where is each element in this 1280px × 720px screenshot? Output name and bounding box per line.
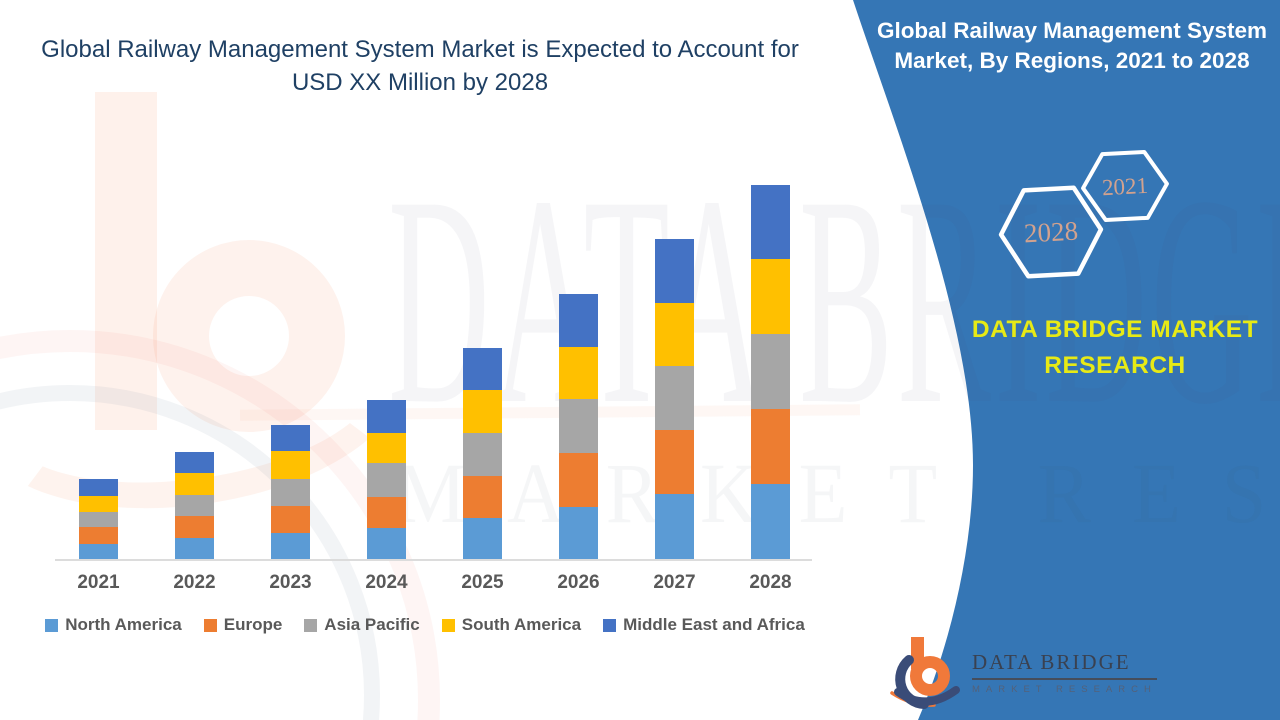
logo-subtitle: MARKET RESEARCH <box>972 683 1157 695</box>
bar-segment-north-america <box>175 538 214 560</box>
bar-segment-north-america <box>367 527 406 560</box>
legend-swatch-icon <box>203 618 217 632</box>
bar-segment-europe <box>367 496 406 528</box>
bar-segment-middle-east-and-africa <box>655 239 694 303</box>
bar-segment-europe <box>79 527 118 544</box>
legend-item-south-america: South America <box>441 615 582 635</box>
hexagon-start-year-label: 2021 <box>1101 173 1148 200</box>
data-bridge-logo-icon <box>890 637 960 709</box>
bar-segment-north-america <box>271 532 310 560</box>
bar-segment-europe <box>271 505 310 533</box>
legend-item-asia-pacific: Asia Pacific <box>304 615 420 635</box>
bar-segment-south-america <box>79 495 118 512</box>
legend-swatch-icon <box>45 618 59 632</box>
bar-plot: 2021 2022 2023 2024 2025 2026 2027 2028 <box>77 185 792 593</box>
hexagon-2028-icon: 2028 <box>998 185 1104 279</box>
legend-label: South America <box>461 615 582 634</box>
legend-swatch-icon <box>304 618 318 632</box>
panel-title: Global Railway Management System Market,… <box>876 18 1268 73</box>
bar-segment-europe <box>463 475 502 518</box>
bar-segment-north-america <box>751 484 790 560</box>
x-axis-line <box>55 559 812 561</box>
bar-2027 <box>655 239 694 560</box>
brand-text: DATA BRIDGE MARKET RESEARCH <box>971 316 1259 379</box>
x-axis-label-2022: 2022 <box>173 572 216 593</box>
bar-segment-asia-pacific <box>463 432 502 476</box>
bar-segment-asia-pacific <box>751 334 790 409</box>
hexagon-2021-icon: 2021 <box>1081 149 1169 223</box>
chart-title: Global Railway Management System Market … <box>20 33 820 99</box>
bar-segment-south-america <box>751 258 790 334</box>
x-axis-label-2023: 2023 <box>269 572 312 593</box>
x-axis-label-2021: 2021 <box>77 572 120 593</box>
legend-item-north-america: North America <box>45 615 182 635</box>
bar-segment-asia-pacific <box>367 462 406 497</box>
x-axis-label-2026: 2026 <box>557 572 600 593</box>
bar-segment-middle-east-and-africa <box>79 479 118 496</box>
bar-2024 <box>367 400 406 560</box>
bar-segment-asia-pacific <box>79 511 118 527</box>
bar-segment-north-america <box>559 506 598 560</box>
bar-segment-south-america <box>559 346 598 399</box>
x-axis-label-2027: 2027 <box>653 572 696 593</box>
bar-2021 <box>79 479 118 560</box>
bar-2028 <box>751 185 790 560</box>
bar-segment-middle-east-and-africa <box>367 400 406 433</box>
chart-title-line1: Global Railway Management System Market … <box>41 36 799 63</box>
bar-segment-middle-east-and-africa <box>751 185 790 259</box>
bar-segment-south-america <box>175 473 214 495</box>
bar-segment-europe <box>655 429 694 494</box>
legend-label: Middle East and Africa <box>623 615 805 634</box>
bar-segment-asia-pacific <box>175 494 214 516</box>
bar-segment-middle-east-and-africa <box>271 425 310 451</box>
legend-swatch-icon <box>441 618 455 632</box>
legend-item-middle-east-and-africa: Middle East and Africa <box>603 615 805 635</box>
logo-text-block: DATA BRIDGE MARKET RESEARCH <box>972 650 1157 695</box>
bar-segment-north-america <box>655 494 694 560</box>
data-bridge-logo: DATA BRIDGE MARKET RESEARCH <box>890 632 1157 712</box>
x-axis-label-2025: 2025 <box>461 572 504 593</box>
bar-segment-middle-east-and-africa <box>463 348 502 390</box>
bar-segment-asia-pacific <box>559 399 598 453</box>
legend-label: Europe <box>223 615 283 634</box>
bar-segment-europe <box>559 453 598 507</box>
bar-2023 <box>271 425 310 560</box>
bar-segment-asia-pacific <box>271 478 310 506</box>
bar-segment-europe <box>175 516 214 538</box>
bar-segment-south-america <box>367 432 406 463</box>
bar-segment-south-america <box>271 451 310 479</box>
chart-title-line2: USD XX Million by 2028 <box>291 69 549 97</box>
legend-swatch-icon <box>603 618 617 632</box>
legend-label: Asia Pacific <box>324 615 420 634</box>
bar-2022 <box>175 452 214 560</box>
bar-segment-middle-east-and-africa <box>175 452 214 473</box>
chart-legend: North America Europe Asia Pacific South Ame… <box>20 615 830 635</box>
bar-segment-south-america <box>655 302 694 366</box>
x-axis-label-2024: 2024 <box>365 572 408 593</box>
blue-panel-shape <box>853 0 1280 720</box>
bar-segment-north-america <box>463 517 502 560</box>
bar-segment-asia-pacific <box>655 366 694 430</box>
bar-segment-south-america <box>463 390 502 433</box>
legend-item-europe: Europe <box>203 615 283 635</box>
bar-2026 <box>559 293 598 560</box>
legend-label: North America <box>65 615 182 634</box>
bar-2025 <box>463 348 502 560</box>
hexagon-end-year-label: 2028 <box>1023 216 1078 249</box>
bar-segment-middle-east-and-africa <box>559 293 598 347</box>
bar-segment-europe <box>751 409 790 484</box>
x-axis-label-2028: 2028 <box>749 572 792 593</box>
bar-segment-north-america <box>79 543 118 560</box>
logo-name: DATA BRIDGE <box>972 650 1157 680</box>
